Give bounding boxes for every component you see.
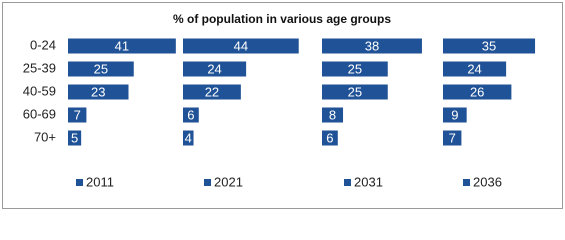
bar: [322, 107, 344, 123]
value-label: 23: [91, 84, 105, 99]
bar: [322, 130, 338, 146]
bar: [183, 130, 194, 146]
value-label: 25: [348, 84, 362, 99]
bar: [68, 61, 134, 77]
bar: [68, 130, 82, 146]
legend-label: 2021: [214, 174, 243, 189]
bar: [68, 84, 129, 100]
category-label: 0-24: [30, 37, 56, 52]
value-label: 8: [329, 107, 336, 122]
value-label: 7: [449, 130, 456, 145]
chart: % of population in various age groups 0-…: [2, 2, 563, 209]
value-label: 6: [326, 130, 333, 145]
value-label: 25: [348, 61, 362, 76]
bar: [443, 130, 462, 146]
bar: [443, 107, 467, 123]
legend-label: 2011: [86, 174, 114, 189]
bar: [322, 84, 388, 100]
bar: [322, 38, 422, 54]
chart-frame: [2, 2, 563, 209]
bar: [183, 38, 299, 54]
category-label: 70+: [34, 129, 56, 144]
category-label: 60-69: [23, 106, 56, 121]
legend-label: 2031: [354, 174, 383, 189]
value-label: 41: [115, 38, 129, 53]
category-label: 25-39: [23, 60, 56, 75]
value-label: 38: [365, 38, 379, 53]
legend-label: 2036: [473, 174, 502, 189]
value-label: 5: [71, 130, 78, 145]
chart-title: % of population in various age groups: [173, 12, 391, 26]
value-label: 4: [185, 130, 192, 145]
legend-marker: [344, 179, 351, 186]
category-label: 40-59: [23, 83, 56, 98]
bar: [443, 38, 536, 54]
bar: [443, 61, 507, 77]
value-label: 44: [234, 38, 248, 53]
value-label: 35: [482, 38, 496, 53]
bar: [183, 84, 241, 100]
legend-marker: [76, 179, 83, 186]
bar: [68, 107, 87, 123]
legend-marker: [463, 179, 470, 186]
value-label: 22: [205, 84, 219, 99]
bar: [183, 107, 199, 123]
bar: [443, 84, 512, 100]
bar: [183, 61, 247, 77]
value-label: 9: [451, 107, 458, 122]
value-label: 26: [470, 84, 484, 99]
legend-marker: [204, 179, 211, 186]
bar: [322, 61, 388, 77]
value-label: 7: [74, 107, 81, 122]
value-label: 25: [94, 61, 108, 76]
value-label: 24: [467, 61, 481, 76]
value-label: 6: [187, 107, 194, 122]
bar: [68, 38, 176, 54]
value-label: 24: [207, 61, 221, 76]
